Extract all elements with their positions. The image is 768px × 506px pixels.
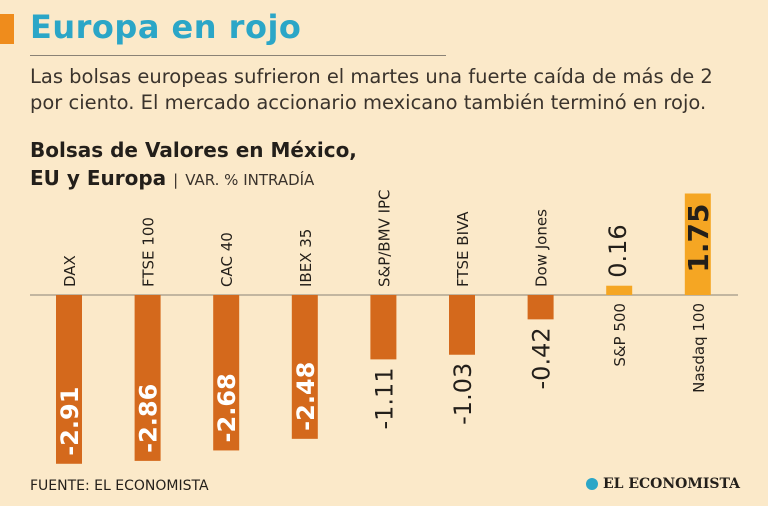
value-label-2: -2.86 [135,384,163,453]
value-label-4: -2.48 [292,362,320,431]
category-label-4: IBEX 35 [297,229,315,287]
value-label-9: 1.75 [682,204,715,273]
brand-logo-icon [585,478,598,490]
bar-2 [134,295,161,461]
category-label-8: S&P 500 [611,303,629,367]
category-label-3: CAC 40 [218,232,236,287]
bar-8 [606,285,633,295]
bar-6 [449,295,475,355]
category-label-1: DAX [61,255,79,287]
value-label-8: 0.16 [604,224,632,277]
bar-5 [370,295,397,360]
value-label-6: -1.03 [449,363,477,425]
category-label-2: FTSE 100 [140,217,158,287]
brand: EL ECONOMISTA [585,476,740,492]
page-subtitle: Las bolsas europeas sufrieron el martes … [30,65,713,114]
bar-3 [213,295,240,451]
category-label-5: S&P/BMV IPC [375,189,393,287]
chart-title-line2: EU y Europa [30,166,167,190]
category-label-7: Dow Jones [533,209,551,287]
value-label-5: -1.11 [370,367,398,429]
source-note: FUENTE: EL ECONOMISTA [30,478,209,494]
title-divider [30,55,446,56]
value-label-1: -2.91 [56,387,84,456]
bar-1 [56,295,82,464]
bar-4 [291,295,318,439]
value-label-3: -2.68 [213,373,241,442]
title-accent-bar [0,14,14,44]
category-label-6: FTSE BIVA [454,211,472,287]
chart-title: Bolsas de Valores en México, EU y Europa… [30,136,357,194]
chart-unit-label: VAR. % INTRADÍA [185,171,315,189]
chart-title-line1: Bolsas de Valores en México, [30,138,357,162]
category-label-9: Nasdaq 100 [690,303,708,393]
bar-7 [527,295,554,320]
page-title: Europa en rojo [30,8,302,46]
bar-9 [684,193,711,295]
chart-title-separator: | [173,171,179,189]
brand-name: EL ECONOMISTA [602,476,740,492]
value-label-7: -0.42 [528,327,556,389]
